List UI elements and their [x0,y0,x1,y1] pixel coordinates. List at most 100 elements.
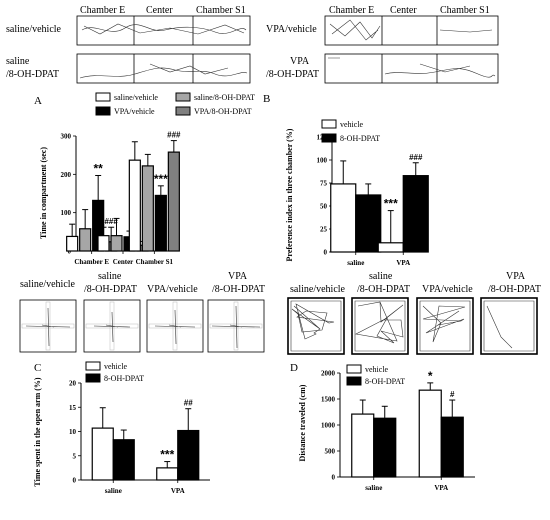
trace-box-saline-vehicle [76,15,251,46]
panel-letter: B [263,93,270,105]
maze-trace [25,307,71,347]
top-right-label-2: VPA [290,56,310,67]
legend-swatch [346,376,362,386]
significance-mark: ### [167,131,181,140]
legend-swatch [321,119,337,129]
significance-mark: *** [154,172,168,186]
plus-maze-panels: saline/vehicle saline /8-OH-DPAT VPA/veh… [19,271,265,353]
y-tick-label: 100 [61,209,72,217]
bar [440,416,464,478]
legend-swatch [175,92,191,102]
significance-mark: ## [184,399,193,408]
x-tick-label: VPA [434,484,448,492]
legend-label: vehicle [365,365,389,374]
bar [156,467,179,481]
chamber-s1-label-left: Chamber S1 [196,5,246,16]
y-tick-label: 20 [69,380,77,388]
bar [154,194,167,252]
chart-panel-c: C 0 5 10 15 20 Time spent in the open arm (%) s… [33,361,210,495]
open-field-panels: saline/vehicle saline /8-OH-DPAT VPA/veh… [287,271,541,355]
field-box [351,297,409,355]
maze-trace [154,309,196,345]
maze-arm [45,301,51,351]
y-tick-label: 2000 [321,370,336,378]
three-chamber-traces: saline/vehicle saline /8-OH-DPAT Chamber… [6,5,499,84]
legend-label: vehicle [340,120,364,129]
y-axis-title: Preference index in three chamber (%) [285,128,294,261]
maze-box [207,299,265,353]
bar [167,151,180,252]
legend-swatch [175,106,191,116]
trace-box-vpa-dpat [324,53,499,84]
bar [91,427,114,481]
field-box [480,297,538,355]
maze-label-6: /8-OH-DPAT [212,284,265,295]
field-box [287,297,345,355]
trace-box-vpa-vehicle [324,15,499,46]
field-label-3: /8-OH-DPAT [357,284,410,295]
x-tick-label: saline [347,259,364,267]
maze-label-1: saline/vehicle [20,279,76,290]
legend-label: saline/8-OH-DPAT [194,93,255,102]
trace-path [79,63,248,79]
field-trace [483,300,535,352]
panel-letter: D [290,362,298,374]
maze-arm [172,301,178,351]
y-tick-label: 0 [324,249,328,257]
legend-label: VPA/vehicle [114,107,155,116]
x-tick-label: VPA [396,259,410,267]
bar [110,235,123,252]
legend-label: vehicle [104,362,128,371]
bar [330,183,357,253]
maze-label-3: /8-OH-DPAT [84,284,137,295]
field-trace [419,300,471,352]
field-label-4: VPA/vehicle [422,284,473,295]
bar [66,235,79,252]
significance-mark: ** [93,161,103,175]
trace-path [328,57,496,78]
y-tick-label: 500 [325,448,336,456]
y-tick-label: 0 [73,477,77,485]
y-tick-label: 15 [69,404,77,412]
legend-label: VPA/8-OH-DPAT [194,107,252,116]
y-axis-title: Time in compartment (sec) [39,147,48,239]
trace-path [329,19,493,41]
maze-trace [93,311,131,343]
legend-label: 8-OH-DPAT [104,374,144,383]
chamber-s1-label-right: Chamber S1 [440,5,490,16]
y-tick-label: 200 [61,171,72,179]
trace-path [81,23,247,35]
significance-mark: *** [160,448,174,462]
field-label-6: /8-OH-DPAT [488,284,541,295]
bar [128,159,141,252]
y-tick-label: 1000 [321,422,336,430]
significance-mark: ### [409,153,423,162]
trace-box-saline-dpat [76,53,251,84]
x-tick-label: Center [113,258,134,266]
legend-label: 8-OH-DPAT [365,377,405,386]
legend-swatch [85,361,101,371]
top-left-label-1: saline/vehicle [6,24,62,35]
chart-panel-d: D 0 500 1000 1500 2000 Distance traveled (cm) s… [290,362,475,492]
significance-mark: * [428,369,433,383]
bar [97,235,110,252]
center-label-right: Center [390,5,417,16]
maze-box [146,299,204,353]
y-tick-label: 50 [320,203,328,211]
bar [177,429,200,481]
bar [373,417,397,478]
chart-panel-a: A0100200300Time in compartment (sec)Cham… [34,92,255,266]
top-left-label-2: saline [6,56,30,67]
center-label-left: Center [146,5,173,16]
legend-swatch [85,373,101,383]
significance-mark: # [450,390,455,399]
bar [112,439,135,481]
top-right-label-3: /8-OH-DPAT [266,69,319,80]
bar [355,194,382,253]
maze-label-4: VPA/vehicle [147,284,198,295]
legend-swatch [95,106,111,116]
legend-label: saline/vehicle [114,93,158,102]
y-tick-label: 100 [317,157,328,165]
y-axis-title: Distance traveled (cm) [298,384,307,461]
